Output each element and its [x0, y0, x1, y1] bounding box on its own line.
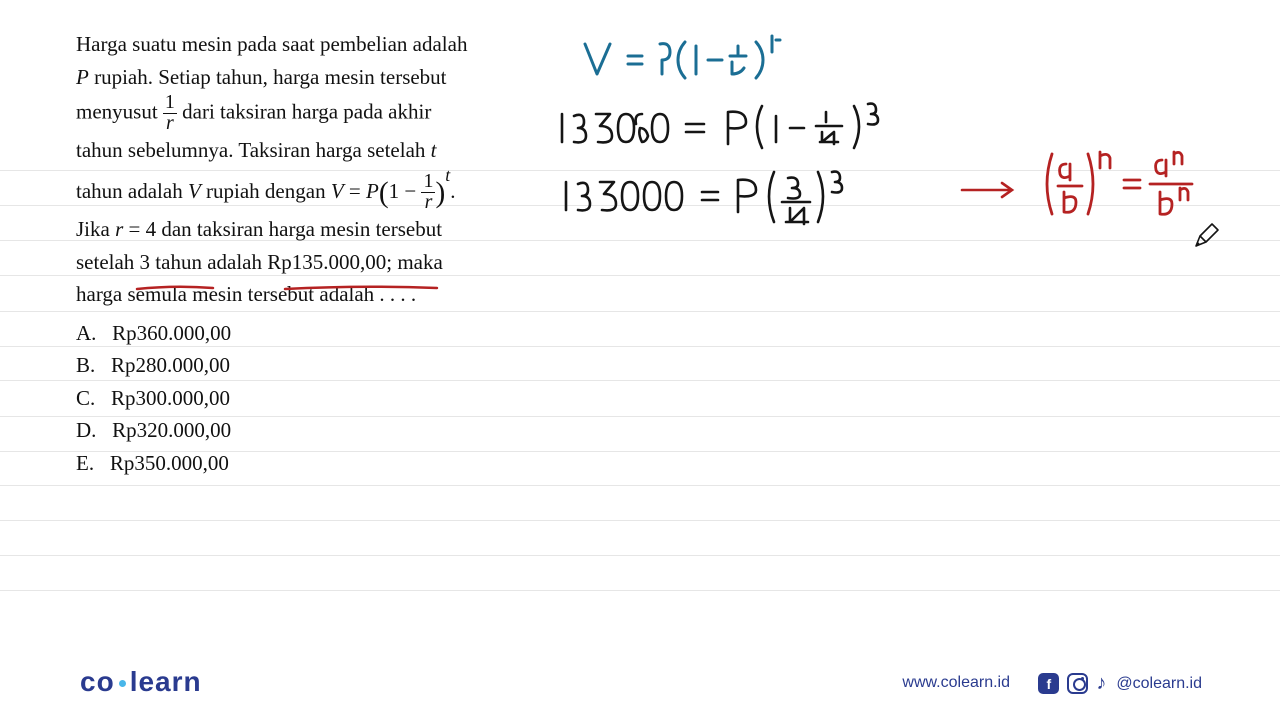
option-b-value: Rp280.000,00	[111, 353, 230, 377]
var-v: V	[188, 179, 201, 203]
frac-1r-2: 1r	[421, 172, 435, 213]
var-p2: P	[366, 179, 379, 203]
frac-den: r	[421, 193, 435, 213]
var-v2: V	[331, 179, 344, 203]
instagram-icon	[1067, 673, 1088, 694]
footer: colearn www.colearn.id f ♪ @colearn.id	[0, 658, 1280, 698]
text: .	[450, 179, 455, 203]
text: dari taksiran harga pada akhir	[182, 99, 431, 123]
hw-formula-v	[580, 30, 830, 100]
logo-dot-icon	[119, 680, 126, 687]
option-b: B. Rp280.000,00	[76, 349, 516, 382]
options: A. Rp360.000,00 B. Rp280.000,00 C. Rp300…	[76, 317, 516, 480]
text: tahun adalah	[76, 179, 188, 203]
pen-cursor-icon	[1192, 220, 1222, 250]
text: rupiah dengan	[201, 179, 331, 203]
text: setelah 3 tahun adalah Rp135.000,00; mak…	[76, 246, 516, 279]
var-t: t	[431, 138, 437, 162]
option-d-value: Rp320.000,00	[112, 418, 231, 442]
text: =	[344, 179, 366, 203]
option-c-value: Rp300.000,00	[111, 386, 230, 410]
option-c: C. Rp300.000,00	[76, 382, 516, 415]
option-a-value: Rp360.000,00	[112, 321, 231, 345]
logo-co: co	[80, 666, 115, 697]
social-handle: @colearn.id	[1116, 675, 1202, 693]
option-d: D. Rp320.000,00	[76, 414, 516, 447]
logo-learn: learn	[130, 666, 202, 697]
social-links: f ♪ @colearn.id	[1038, 672, 1202, 695]
option-e-value: Rp350.000,00	[110, 451, 229, 475]
hw-arrow	[960, 180, 1020, 200]
facebook-icon: f	[1038, 673, 1059, 694]
text: tahun sebelumnya. Taksiran harga setelah	[76, 138, 431, 162]
text: menyusut	[76, 99, 163, 123]
option-a: A. Rp360.000,00	[76, 317, 516, 350]
tiktok-icon: ♪	[1096, 672, 1106, 695]
hw-equation-3	[560, 166, 880, 238]
problem-text: Harga suatu mesin pada saat pembelian ad…	[76, 28, 516, 480]
frac-1r: 1 r	[163, 93, 177, 134]
text: rupiah. Setiap tahun, harga mesin terseb…	[89, 65, 447, 89]
logo: colearn	[80, 666, 202, 698]
exp-t: t	[445, 165, 450, 185]
red-underline-2	[283, 284, 439, 292]
hw-equation-2	[556, 98, 926, 168]
frac-num: 1	[421, 172, 435, 193]
var-p: P	[76, 65, 89, 89]
site-url: www.colearn.id	[902, 674, 1010, 692]
text: Jika	[76, 217, 115, 241]
frac-num: 1	[163, 93, 177, 114]
frac-den: r	[163, 114, 177, 134]
text: Harga suatu mesin pada saat pembelian ad…	[76, 32, 467, 56]
option-e: E. Rp350.000,00	[76, 447, 516, 480]
page-root: Harga suatu mesin pada saat pembelian ad…	[0, 0, 1280, 720]
red-underline-1	[135, 284, 215, 292]
text: = 4 dan taksiran harga mesin tersebut	[123, 217, 442, 241]
